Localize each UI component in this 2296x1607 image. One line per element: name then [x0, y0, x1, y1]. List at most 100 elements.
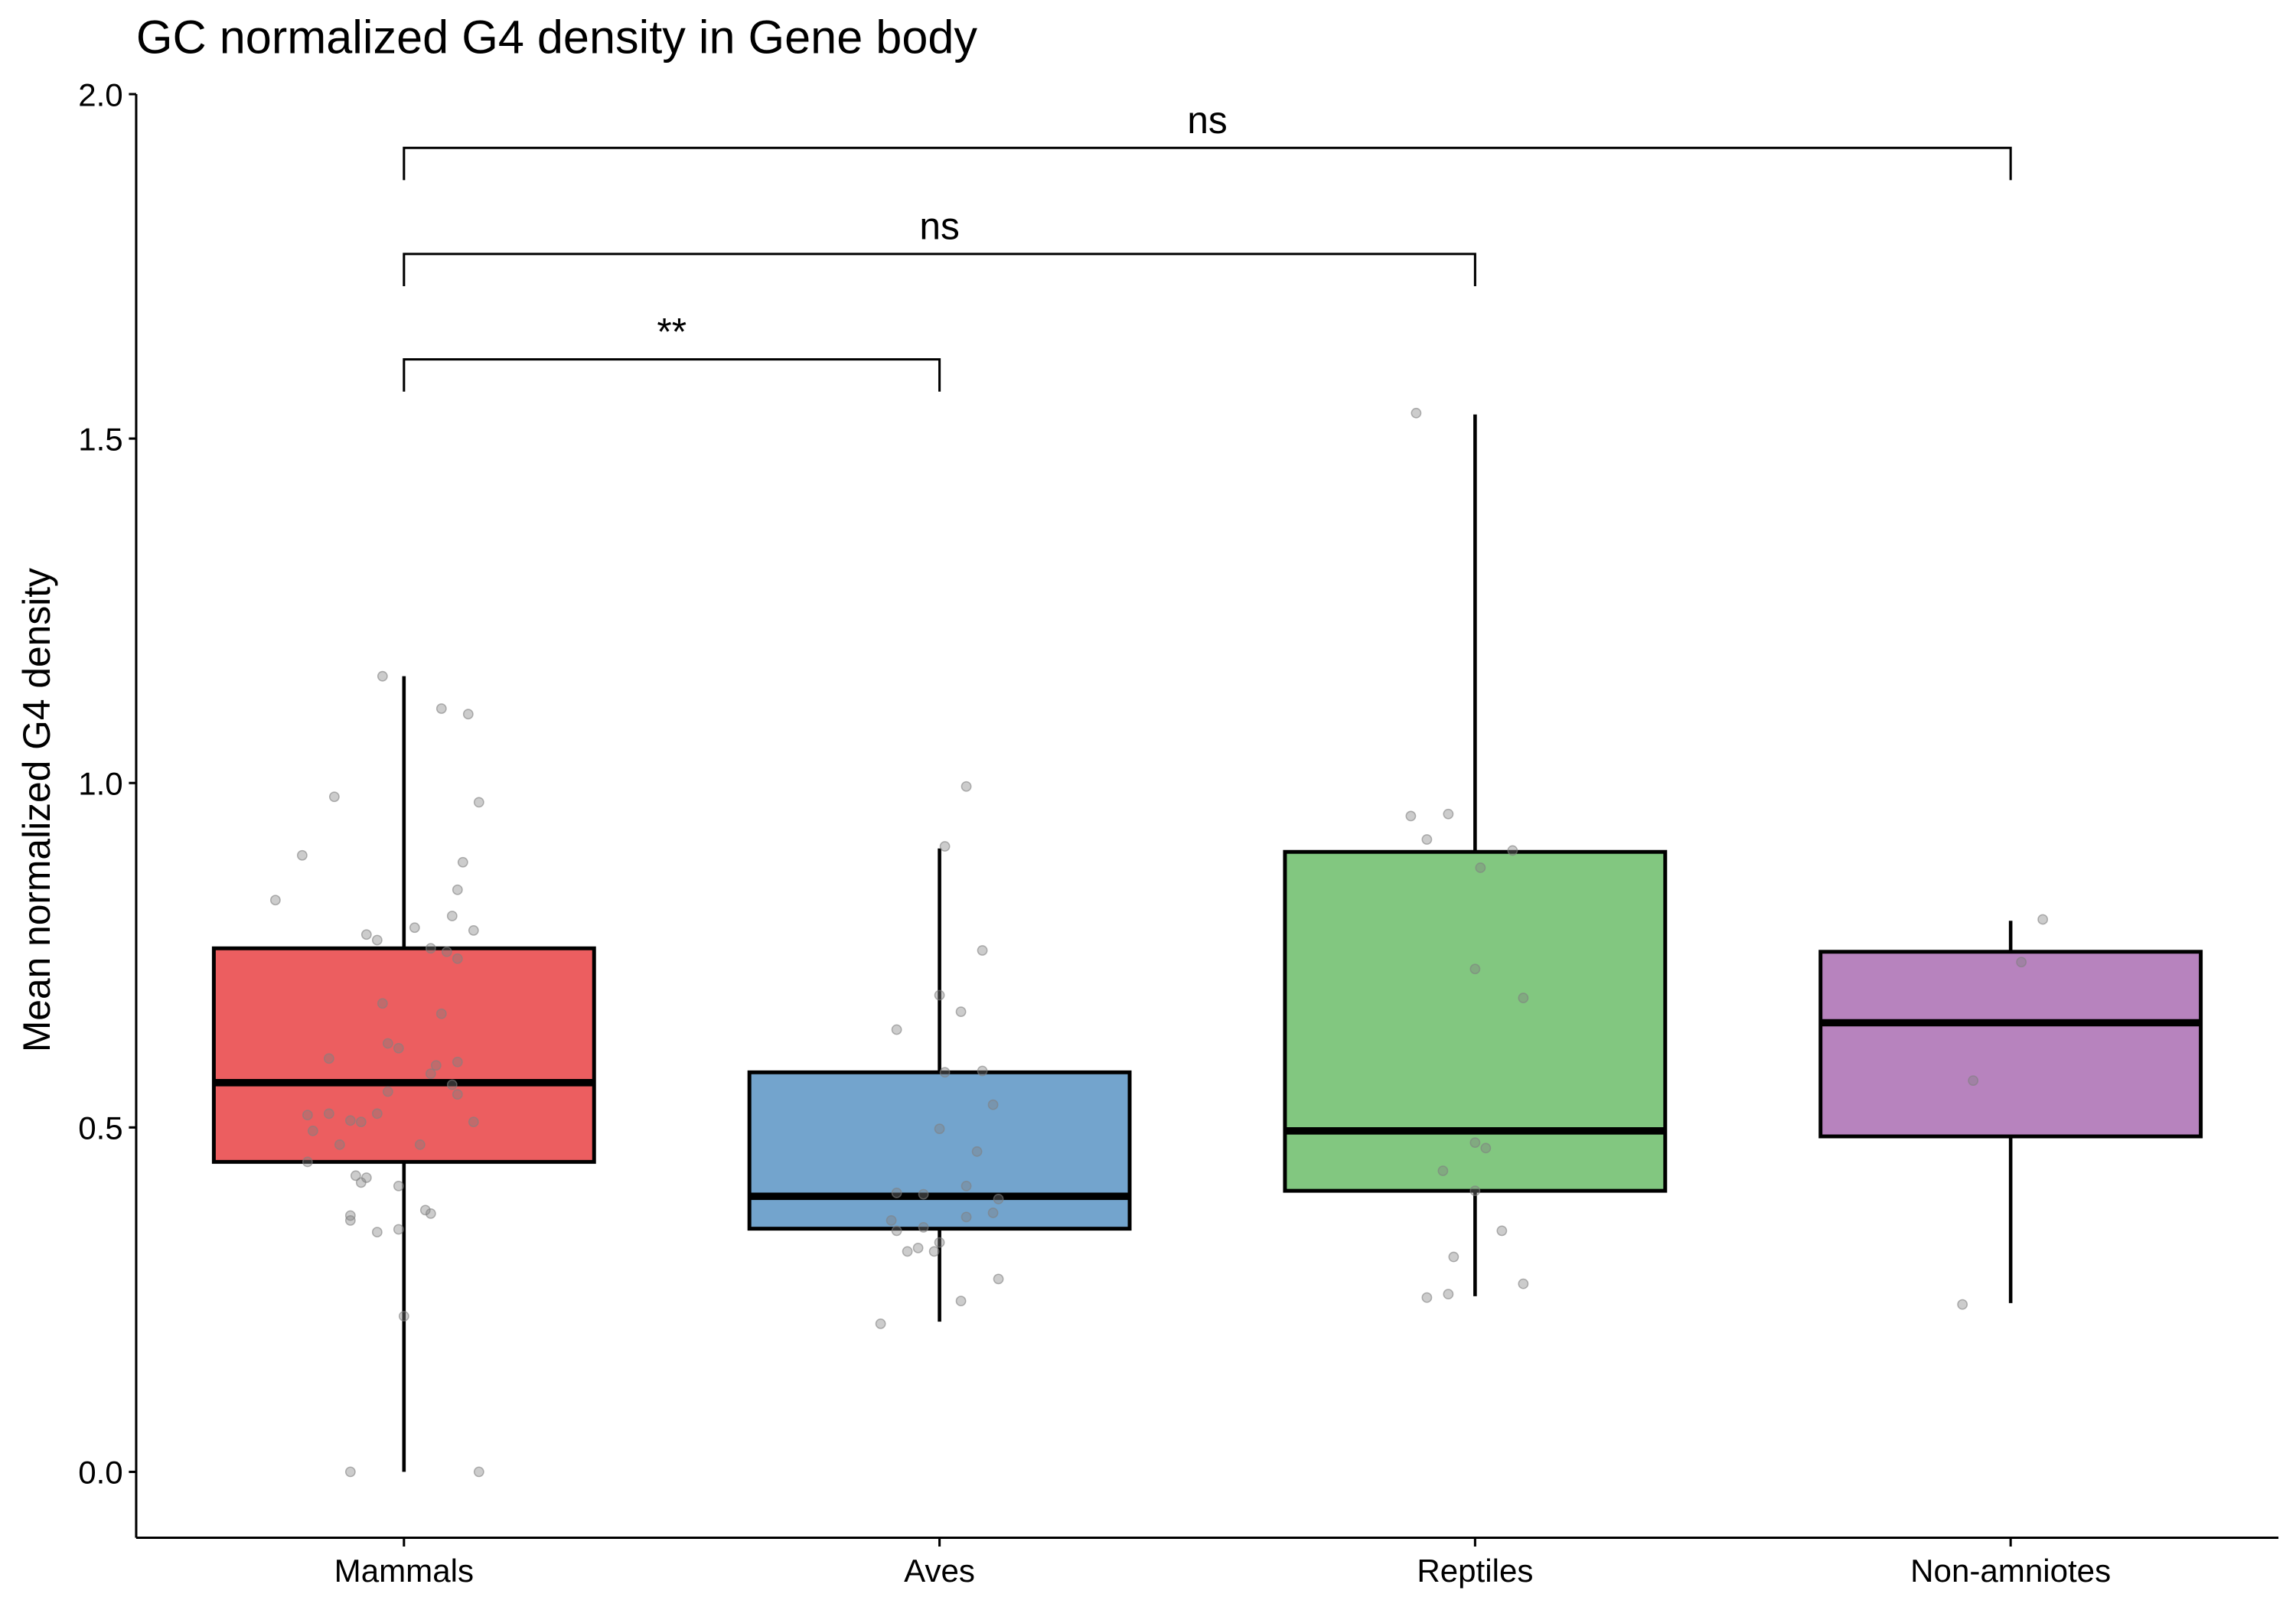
data-point [457, 856, 468, 868]
data-point [371, 1227, 383, 1238]
data-point [987, 1099, 999, 1110]
data-point [393, 1180, 404, 1191]
data-point [885, 1214, 897, 1226]
comparison-bracket: ns [403, 99, 2012, 181]
y-tick-label: 1.5 [78, 421, 122, 457]
axes: 0.0 0.5 1.0 1.5 2.0 Mammals Aves Reptiles Non-am… [78, 77, 2279, 1589]
data-point [323, 1108, 334, 1120]
data-point [269, 895, 281, 906]
data-point [393, 1224, 404, 1235]
data-point [371, 1108, 383, 1120]
significance-label: ** [657, 310, 687, 353]
significance-label: ns [919, 205, 960, 248]
data-point [939, 841, 951, 852]
data-point [960, 1180, 972, 1191]
comparison-bracket: ** [403, 310, 941, 392]
data-point [430, 1060, 442, 1071]
data-point [955, 1006, 967, 1017]
data-point [971, 1146, 983, 1157]
data-point [425, 1068, 436, 1079]
data-point [912, 1242, 924, 1253]
comparison-bracket: ns [403, 205, 1476, 286]
data-point [344, 1466, 356, 1478]
data-point [473, 1466, 484, 1478]
data-points [269, 407, 2049, 1478]
x-tick-label: Mammals [334, 1553, 474, 1589]
data-point [409, 922, 420, 934]
data-point [1475, 862, 1486, 873]
data-point [902, 1246, 913, 1257]
data-point [302, 1110, 313, 1120]
data-point [1411, 407, 1422, 419]
data-point [377, 998, 388, 1009]
box-non-amniotes [1818, 921, 2203, 1303]
data-point [452, 1089, 463, 1100]
data-point [1480, 1143, 1492, 1154]
data-point [1957, 1299, 1968, 1310]
bracket-line [403, 253, 1476, 286]
data-point [1443, 1289, 1454, 1300]
data-point [452, 1056, 463, 1068]
data-point [1496, 1225, 1508, 1237]
data-point [1405, 810, 1417, 822]
data-point [419, 1204, 431, 1216]
y-tick-label: 2.0 [78, 77, 122, 112]
data-point [891, 1225, 902, 1237]
chart-title: GC normalized G4 density in Gene body [136, 11, 977, 63]
x-tick-label: Non-amniotes [1910, 1553, 2111, 1589]
significance-label: ns [1187, 99, 1228, 142]
data-point [334, 1139, 345, 1150]
data-point [977, 1065, 988, 1077]
box-iqr [1818, 950, 2203, 1139]
data-point [1437, 1165, 1449, 1176]
data-point [1518, 1278, 1529, 1289]
data-point [960, 781, 972, 792]
data-point [1469, 963, 1481, 975]
data-point [344, 1214, 356, 1226]
data-point [350, 1170, 361, 1182]
data-point [1507, 845, 1518, 856]
data-point [446, 1079, 458, 1090]
data-point [296, 849, 308, 861]
y-axis-title: Mean normalized G4 density [15, 568, 58, 1052]
data-point [993, 1194, 1004, 1204]
data-point [414, 1139, 426, 1150]
data-point [1518, 993, 1529, 1003]
data-point [462, 709, 474, 720]
data-point [371, 934, 383, 946]
data-point [377, 670, 388, 682]
data-point [977, 945, 988, 956]
boxes [211, 414, 2203, 1472]
data-point [987, 1208, 999, 1218]
data-point [468, 1116, 479, 1127]
data-point [355, 1116, 367, 1127]
data-point [2016, 957, 2027, 968]
data-point [393, 1042, 404, 1054]
data-point [928, 1246, 940, 1257]
data-point [1469, 1137, 1481, 1149]
data-point [452, 884, 463, 895]
data-point [398, 1311, 409, 1322]
data-point [1421, 1292, 1433, 1303]
data-point [1469, 1185, 1481, 1197]
data-point [891, 1187, 902, 1198]
data-point [452, 953, 463, 964]
data-point [993, 1273, 1004, 1285]
data-point [435, 703, 447, 714]
data-point [328, 791, 340, 803]
data-point [1968, 1075, 1979, 1086]
data-point [473, 797, 484, 808]
data-point [1443, 808, 1454, 820]
data-point [307, 1125, 318, 1136]
box-reptiles [1283, 414, 1668, 1296]
data-point [302, 1156, 313, 1168]
data-point [1421, 834, 1433, 845]
data-point [323, 1053, 334, 1064]
data-point [441, 946, 452, 957]
data-point [360, 929, 372, 940]
significance-brackets: ** ns ns [403, 99, 2012, 392]
data-point [382, 1086, 393, 1097]
box-iqr [211, 946, 596, 1164]
box-iqr [747, 1070, 1132, 1231]
